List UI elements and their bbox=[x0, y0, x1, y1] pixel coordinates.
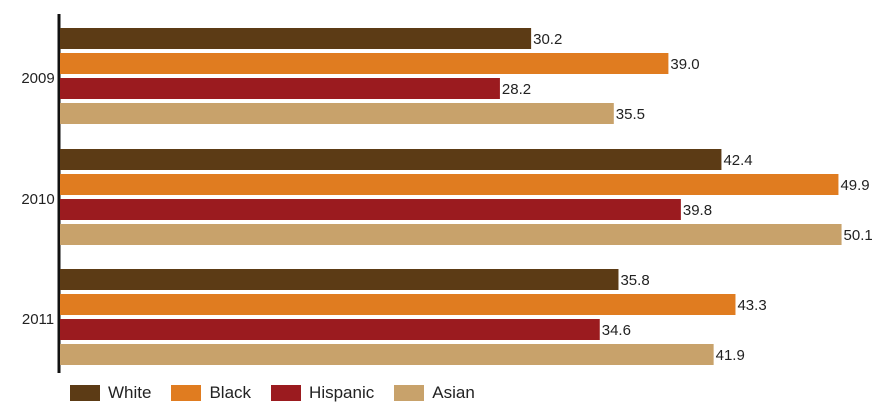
legend-label-asian: Asian bbox=[432, 383, 475, 402]
category-labels: 2009 2010 2011 bbox=[21, 70, 54, 328]
legend-label-white: White bbox=[108, 383, 152, 402]
legend-item-black: Black bbox=[171, 383, 251, 403]
bar-2010-white bbox=[60, 149, 722, 170]
category-label-2010: 2010 bbox=[21, 191, 54, 208]
legend-swatch-black bbox=[171, 385, 202, 401]
legend-item-hispanic: Hispanic bbox=[271, 383, 374, 403]
bar-2010-asian bbox=[60, 224, 842, 245]
bars bbox=[60, 28, 842, 365]
bar-2011-white bbox=[60, 269, 619, 290]
bar-2009-hispanic bbox=[60, 78, 500, 99]
bar-2009-asian bbox=[60, 103, 614, 124]
category-label-2011: 2011 bbox=[22, 311, 54, 328]
data-label-2010-white: 42.4 bbox=[723, 152, 752, 169]
data-label-2009-hispanic: 28.2 bbox=[502, 81, 531, 98]
legend-item-asian: Asian bbox=[394, 383, 475, 403]
data-label-2010-black: 49.9 bbox=[840, 177, 869, 194]
bar-2011-hispanic bbox=[60, 319, 600, 340]
bar-2011-black bbox=[60, 294, 736, 315]
bar-2011-asian bbox=[60, 344, 714, 365]
data-label-2009-black: 39.0 bbox=[670, 56, 699, 73]
data-labels: 30.2 39.0 28.2 35.5 42.4 49.9 39.8 50.1 35.8 43.3… bbox=[502, 31, 873, 364]
data-label-2009-white: 30.2 bbox=[533, 31, 562, 48]
data-label-2010-asian: 50.1 bbox=[844, 227, 873, 244]
legend: White Black Hispanic Asian bbox=[70, 383, 495, 403]
data-label-2010-hispanic: 39.8 bbox=[683, 202, 712, 219]
bar-2009-black bbox=[60, 53, 669, 74]
data-label-2009-asian: 35.5 bbox=[616, 106, 645, 123]
data-label-2011-black: 43.3 bbox=[737, 297, 766, 314]
bar-2010-hispanic bbox=[60, 199, 681, 220]
data-label-2011-white: 35.8 bbox=[620, 272, 649, 289]
legend-swatch-asian bbox=[394, 385, 425, 401]
legend-swatch-white bbox=[70, 385, 100, 401]
legend-item-white: White bbox=[70, 383, 151, 403]
legend-label-hispanic: Hispanic bbox=[309, 383, 375, 402]
legend-swatch-hispanic bbox=[271, 385, 302, 401]
data-label-2011-hispanic: 34.6 bbox=[602, 322, 631, 339]
category-label-2009: 2009 bbox=[21, 70, 54, 87]
data-label-2011-asian: 41.9 bbox=[716, 347, 745, 364]
bar-2010-black bbox=[60, 174, 839, 195]
legend-label-black: Black bbox=[209, 383, 252, 402]
bar-2009-white bbox=[60, 28, 532, 49]
